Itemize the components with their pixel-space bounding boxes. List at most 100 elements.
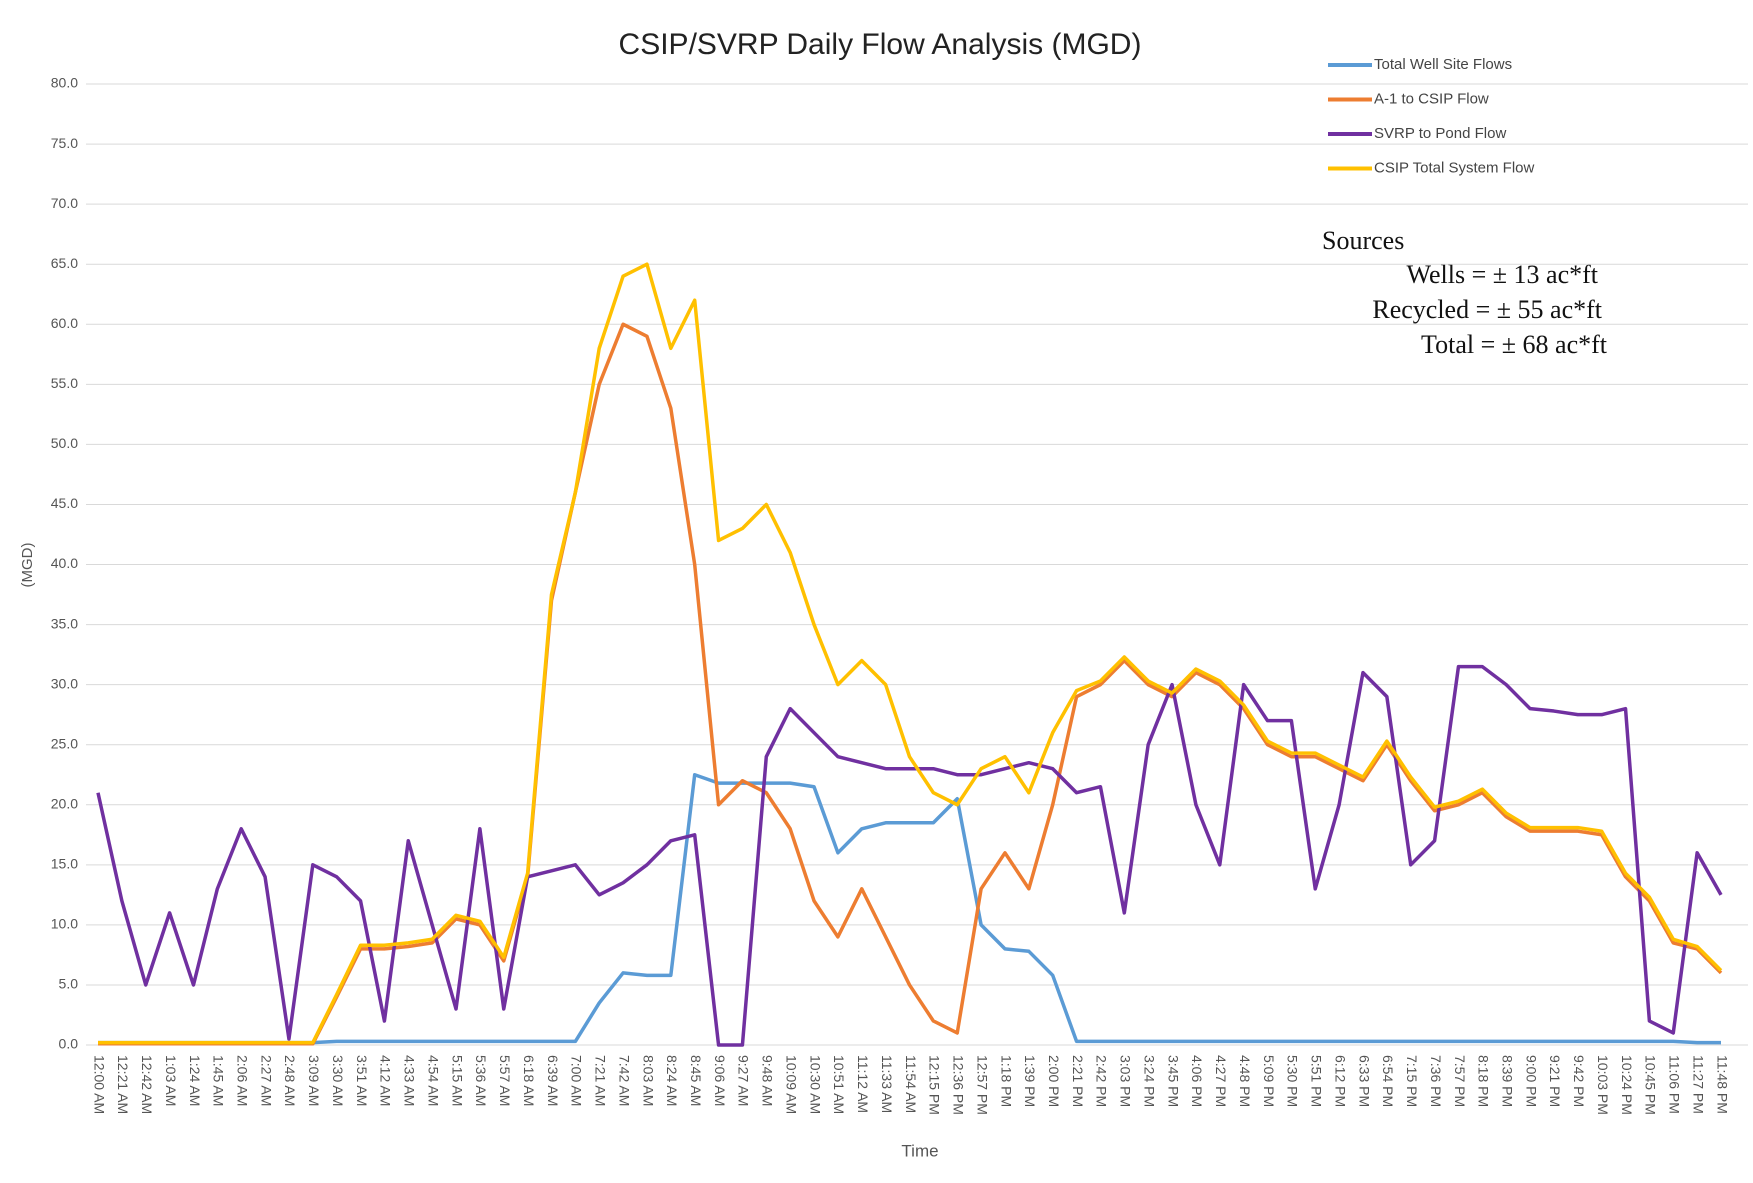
- x-tick-label: 10:09 AM: [783, 1055, 799, 1114]
- x-tick-label: 4:33 AM: [402, 1055, 418, 1106]
- series-line: [96, 664, 1723, 1047]
- x-tick-label: 4:12 AM: [378, 1055, 394, 1106]
- y-tick-label: 75.0: [51, 135, 78, 151]
- x-tick-label: 6:33 PM: [1356, 1055, 1372, 1107]
- y-tick-label: 30.0: [51, 675, 78, 691]
- y-tick-label: 0.0: [59, 1036, 79, 1052]
- x-tick-label: 10:24 PM: [1619, 1055, 1635, 1115]
- legend-label: A-1 to CSIP Flow: [1374, 90, 1489, 107]
- x-tick-label: 6:18 AM: [521, 1055, 537, 1106]
- x-tick-label: 8:39 PM: [1499, 1055, 1515, 1107]
- x-tick-label: 9:48 AM: [760, 1055, 776, 1106]
- x-tick-label: 8:45 AM: [688, 1055, 704, 1106]
- y-tick-label: 10.0: [51, 916, 78, 932]
- x-tick-label: 4:48 PM: [1237, 1055, 1253, 1107]
- x-tick-label: 3:45 PM: [1165, 1055, 1181, 1107]
- y-tick-label: 65.0: [51, 255, 78, 271]
- x-tick-label: 3:30 AM: [330, 1055, 346, 1106]
- x-tick-label: 1:03 AM: [163, 1055, 179, 1106]
- x-tick-label: 7:42 AM: [616, 1055, 632, 1106]
- y-tick-label: 15.0: [51, 856, 78, 872]
- y-tick-label: 25.0: [51, 735, 78, 751]
- x-tick-label: 5:36 AM: [473, 1055, 489, 1106]
- x-tick-label: 5:09 PM: [1261, 1055, 1277, 1107]
- x-tick-label: 1:24 AM: [187, 1055, 203, 1106]
- y-tick-label: 55.0: [51, 375, 78, 391]
- x-tick-label: 6:54 PM: [1380, 1055, 1396, 1107]
- x-tick-label: 5:51 PM: [1309, 1055, 1325, 1107]
- x-tick-label: 2:00 PM: [1046, 1055, 1062, 1107]
- y-tick-label: 5.0: [59, 976, 79, 992]
- x-tick-label: 5:30 PM: [1285, 1055, 1301, 1107]
- x-tick-label: 7:36 PM: [1428, 1055, 1444, 1107]
- y-tick-label: 50.0: [51, 435, 78, 451]
- x-tick-label: 6:12 PM: [1332, 1055, 1348, 1107]
- x-tick-label: 5:15 AM: [449, 1055, 465, 1106]
- x-tick-label: 12:21 AM: [115, 1055, 131, 1114]
- x-tick-label: 12:00 AM: [91, 1055, 107, 1114]
- x-tick-label: 9:42 PM: [1571, 1055, 1587, 1107]
- annotation: Wells = ± 13 ac*ft: [1407, 260, 1599, 289]
- x-tick-label: 2:27 AM: [258, 1055, 274, 1106]
- x-tick-label: 4:06 PM: [1189, 1055, 1205, 1107]
- x-tick-label: 11:06 PM: [1667, 1055, 1683, 1114]
- annotation: Recycled = ± 55 ac*ft: [1372, 295, 1602, 324]
- y-tick-label: 80.0: [51, 75, 78, 91]
- x-tick-label: 12:57 PM: [974, 1055, 990, 1115]
- x-tick-label: 8:03 AM: [640, 1055, 656, 1106]
- x-tick-label: 4:27 PM: [1213, 1055, 1229, 1107]
- x-tick-label: 4:54 AM: [425, 1055, 441, 1106]
- legend-label: CSIP Total System Flow: [1374, 159, 1535, 176]
- x-tick-label: 11:27 PM: [1690, 1055, 1706, 1114]
- y-tick-label: 40.0: [51, 555, 78, 571]
- x-tick-label: 1:45 AM: [211, 1055, 227, 1106]
- x-tick-label: 9:21 PM: [1547, 1055, 1563, 1107]
- legend-label: SVRP to Pond Flow: [1374, 125, 1506, 142]
- x-tick-label: 3:24 PM: [1141, 1055, 1157, 1107]
- x-tick-label: 11:48 PM: [1714, 1055, 1730, 1114]
- x-axis-label: Time: [901, 1141, 938, 1160]
- x-tick-label: 7:15 PM: [1404, 1055, 1420, 1107]
- legend-label: Total Well Site Flows: [1374, 56, 1512, 73]
- x-tick-label: 3:51 AM: [354, 1055, 370, 1106]
- x-tick-label: 2:48 AM: [282, 1055, 298, 1106]
- y-tick-label: 35.0: [51, 615, 78, 631]
- annotation: Total = ± 68 ac*ft: [1421, 330, 1608, 359]
- x-tick-label: 11:33 AM: [879, 1055, 895, 1113]
- x-tick-label: 12:42 AM: [139, 1055, 155, 1114]
- x-tick-label: 10:51 AM: [831, 1055, 847, 1114]
- x-tick-label: 8:18 PM: [1476, 1055, 1492, 1107]
- x-tick-label: 7:00 AM: [569, 1055, 585, 1106]
- x-tick-label: 3:03 PM: [1118, 1055, 1134, 1107]
- x-tick-label: 2:21 PM: [1070, 1055, 1086, 1107]
- x-tick-label: 6:39 AM: [545, 1055, 561, 1106]
- x-tick-label: 3:09 AM: [306, 1055, 322, 1106]
- y-tick-label: 20.0: [51, 795, 78, 811]
- chart-title: CSIP/SVRP Daily Flow Analysis (MGD): [619, 28, 1142, 61]
- annotation: Sources: [1322, 226, 1404, 255]
- x-tick-label: 9:27 AM: [736, 1055, 752, 1106]
- x-tick-label: 7:57 PM: [1452, 1055, 1468, 1107]
- x-tick-label: 2:06 AM: [235, 1055, 251, 1106]
- series-line: [98, 262, 1723, 1045]
- y-tick-label: 60.0: [51, 315, 78, 331]
- x-tick-label: 9:00 PM: [1523, 1055, 1539, 1107]
- series-line: [98, 772, 1721, 1045]
- y-axis-label: (MGD): [19, 543, 36, 588]
- y-tick-label: 70.0: [51, 195, 78, 211]
- x-tick-label: 7:21 AM: [593, 1055, 609, 1106]
- x-tick-label: 10:45 PM: [1643, 1055, 1659, 1115]
- x-tick-label: 8:24 AM: [664, 1055, 680, 1106]
- x-tick-label: 11:54 AM: [903, 1055, 919, 1113]
- x-tick-label: 12:15 PM: [927, 1055, 943, 1115]
- x-tick-label: 9:06 AM: [712, 1055, 728, 1106]
- x-tick-label: 12:36 PM: [951, 1055, 967, 1115]
- x-tick-label: 5:57 AM: [497, 1055, 513, 1106]
- y-tick-label: 45.0: [51, 495, 78, 511]
- x-tick-label: 2:42 PM: [1094, 1055, 1110, 1107]
- x-tick-label: 11:12 AM: [855, 1055, 871, 1113]
- x-tick-label: 10:30 AM: [807, 1055, 823, 1114]
- x-tick-label: 10:03 PM: [1595, 1055, 1611, 1115]
